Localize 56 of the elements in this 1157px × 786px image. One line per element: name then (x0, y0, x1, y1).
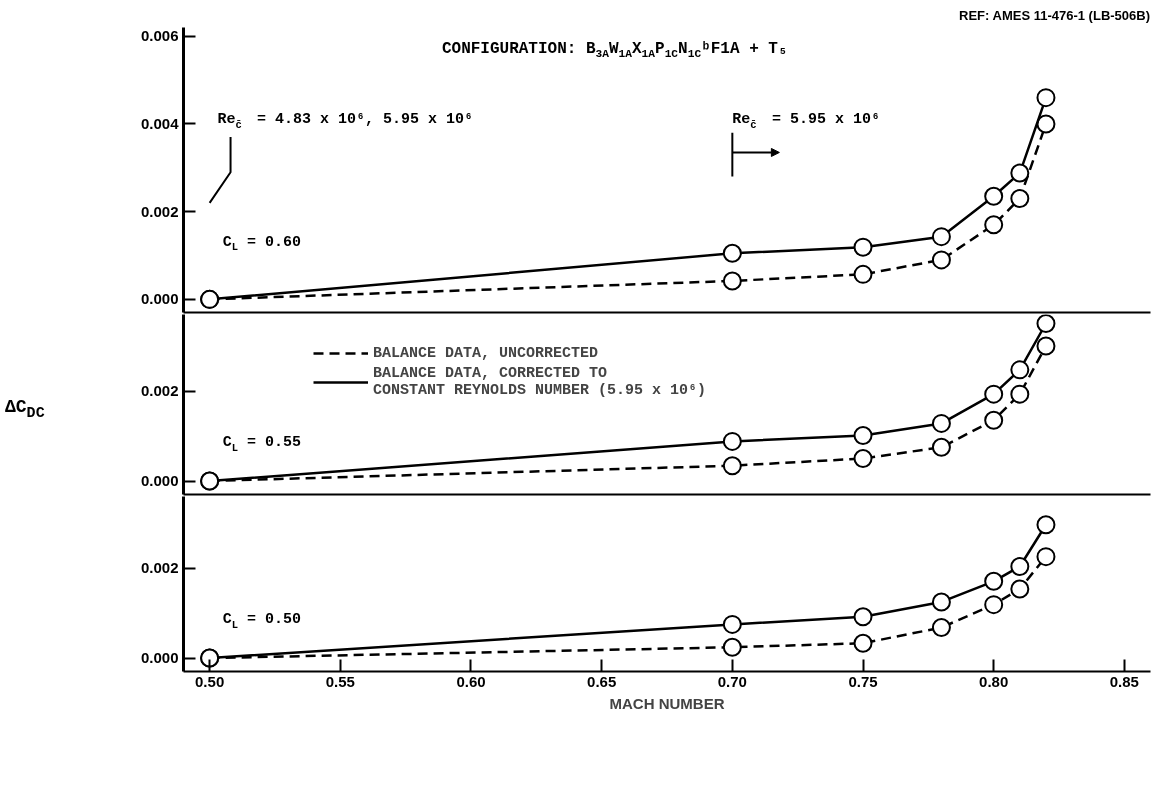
point (1036, 547, 1056, 567)
point (853, 449, 873, 468)
point (722, 637, 742, 657)
point (1010, 189, 1030, 208)
y-tick-label: 0.000 (140, 649, 179, 667)
point (1010, 163, 1030, 183)
point (984, 595, 1004, 615)
x-tick-label: 0.65 (587, 672, 617, 690)
point (1036, 515, 1056, 535)
point (722, 456, 742, 476)
x-tick-label: 0.75 (848, 672, 878, 690)
x-tick-label: 0.60 (456, 672, 486, 690)
point (931, 413, 951, 433)
point (1010, 360, 1030, 380)
y-tick-label: 0.002 (140, 202, 179, 220)
point (1036, 314, 1056, 333)
point (984, 215, 1004, 235)
point (1010, 579, 1030, 599)
point (984, 384, 1004, 404)
point (1036, 88, 1056, 108)
x-axis-title: MACH NUMBER (609, 694, 725, 712)
x-tick-label: 0.85 (1109, 672, 1139, 690)
point (722, 271, 742, 291)
point (1010, 384, 1030, 404)
point (984, 186, 1004, 206)
x-tick-label: 0.70 (717, 672, 747, 690)
point (984, 410, 1004, 430)
y-tick-label: 0.002 (140, 559, 179, 577)
point (931, 250, 951, 270)
y-tick-label: 0.006 (140, 27, 179, 45)
y-tick-label: 0.004 (140, 114, 180, 132)
point (853, 426, 873, 446)
point (853, 264, 873, 284)
point (1010, 557, 1030, 576)
point (853, 237, 873, 257)
legend-label: BALANCE DATA, UNCORRECTED (373, 344, 599, 362)
point (931, 437, 951, 457)
point (1036, 336, 1056, 356)
point (722, 614, 742, 634)
y-tick-label: 0.002 (140, 382, 179, 399)
point (984, 571, 1004, 591)
x-tick-label: 0.80 (979, 672, 1009, 690)
point (853, 633, 873, 653)
point (722, 243, 742, 263)
point (931, 227, 951, 247)
x-tick-label: 0.50 (195, 672, 225, 690)
point (931, 618, 951, 638)
text: REF: AMES 11-476-1 (LB-506B) (959, 7, 1151, 23)
y-tick-label: 0.000 (140, 290, 179, 308)
x-tick-label: 0.55 (325, 672, 355, 690)
legend-label: BALANCE DATA, CORRECTED TO CONSTANT REYNOLDS NUMBER (5.95 x 10⁶) (373, 365, 707, 399)
point (722, 431, 742, 451)
point (1036, 114, 1056, 134)
point (931, 592, 951, 612)
point (853, 607, 873, 627)
y-tick-label: 0.000 (140, 472, 179, 489)
